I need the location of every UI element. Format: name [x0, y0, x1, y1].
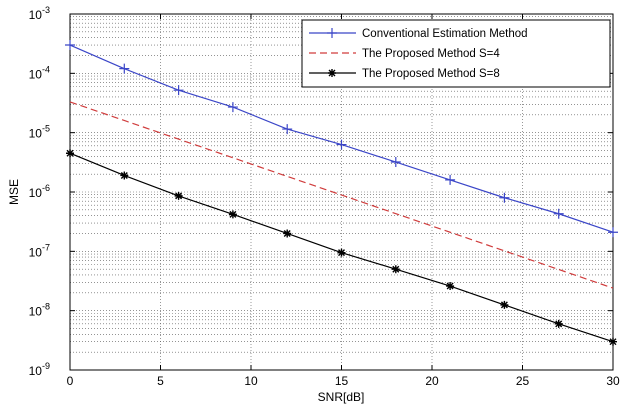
legend-label: The Proposed Method S=8 [362, 68, 500, 80]
axis-ticks: 0 5 10 15 20 25 30 10-9 10-8 10-7 10-6 10-5 10-4 10-3 [29, 5, 620, 388]
x-tick-label: 0 [67, 374, 74, 388]
legend-label: The Proposed Method S=4 [362, 48, 500, 60]
y-tick-label: 10-6 [29, 183, 50, 200]
y-tick-label: 10-3 [29, 5, 50, 22]
y-tick-label: 10-8 [29, 302, 50, 319]
series-line [69, 101, 614, 289]
x-tick-label: 25 [516, 374, 530, 388]
data-point-marker [283, 229, 292, 238]
data-point-marker [282, 124, 293, 135]
data-point-marker [174, 191, 183, 200]
data-point-marker [391, 265, 400, 274]
data-point-marker [609, 337, 617, 346]
series-group [65, 40, 618, 238]
data-point-marker [500, 300, 509, 309]
y-axis-label: MSE [7, 179, 21, 205]
data-point-marker [337, 248, 346, 257]
data-point-marker [328, 69, 336, 77]
y-tick-label: 10-5 [29, 124, 50, 141]
x-tick-label: 30 [606, 374, 620, 388]
legend: Conventional Estimation Method The Propos… [301, 19, 611, 88]
x-tick-label: 20 [425, 374, 439, 388]
data-point-marker [390, 157, 401, 168]
data-point-marker [228, 210, 237, 219]
data-point-marker [227, 102, 238, 113]
data-point-marker [499, 192, 510, 203]
x-tick-label: 15 [335, 374, 349, 388]
legend-label: Conventional Estimation Method [362, 28, 528, 40]
data-point-marker [120, 171, 129, 180]
data-point-marker [446, 282, 455, 291]
data-point-marker [173, 85, 184, 96]
data-point-marker [553, 208, 564, 219]
y-tick-label: 10-7 [29, 242, 50, 259]
x-tick-label: 10 [244, 374, 258, 388]
data-point-marker [119, 63, 130, 74]
data-point-marker [554, 319, 563, 328]
y-tick-label: 10-4 [29, 64, 50, 81]
data-point-marker [608, 227, 618, 238]
x-axis-label: SNR[dB] [318, 390, 365, 404]
data-point-marker [445, 174, 456, 185]
data-point-marker [66, 149, 74, 158]
data-point-marker [65, 40, 75, 51]
series-group [69, 101, 614, 289]
series-group [66, 149, 617, 346]
data-point-marker [336, 139, 347, 150]
data-point-marker [327, 28, 337, 38]
legend-items: Conventional Estimation Method The Propos… [309, 28, 528, 80]
series-layer [65, 40, 618, 346]
x-tick-label: 5 [157, 374, 164, 388]
y-tick-label: 10-9 [29, 361, 50, 378]
